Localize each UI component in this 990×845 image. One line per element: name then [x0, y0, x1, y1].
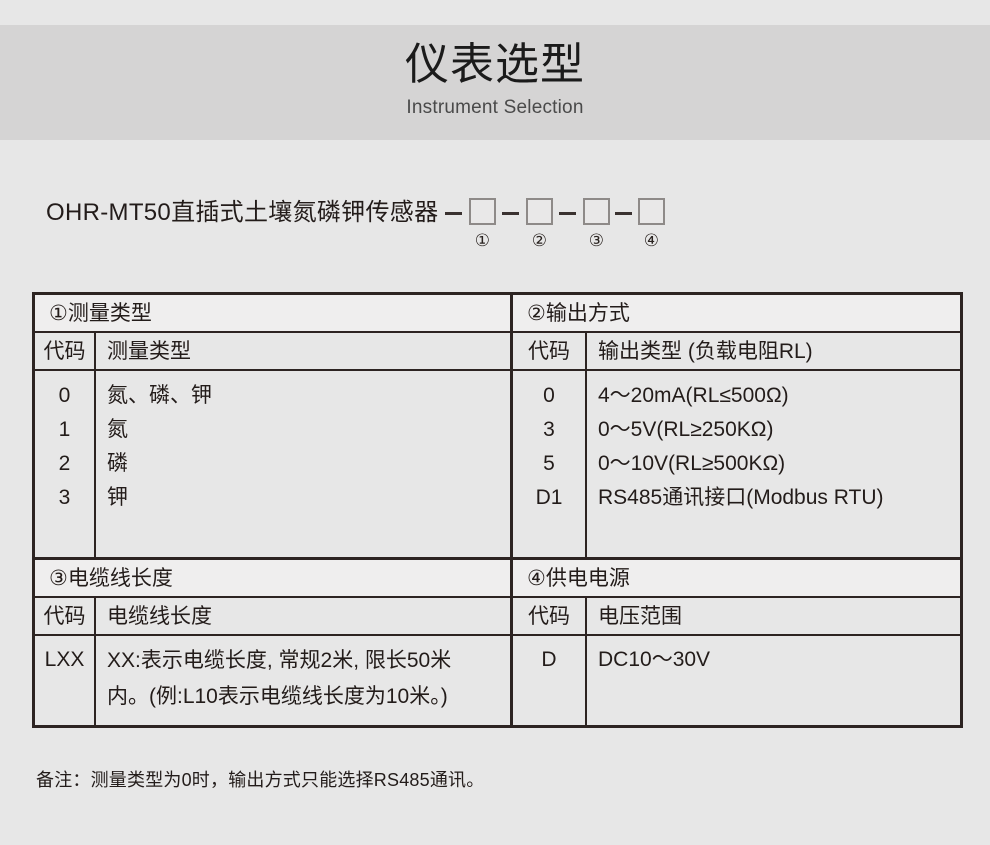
measure-type-desc-header: 测量类型 [96, 333, 510, 371]
instrument-selection-table: ①测量类型 代码 0 1 2 3 测量类型 氮、磷、钾 氮 [32, 292, 963, 728]
page-subtitle: Instrument Selection [406, 97, 584, 118]
section-power-supply: ④供电电源 代码 D 电压范围 DC10～30V [513, 560, 960, 728]
table-cell-line-2: 内。(例:L10表示电缆线长度为10米。) [107, 685, 448, 708]
section-power-supply-title: ④供电电源 [513, 560, 960, 598]
code-separator-dash-4 [615, 212, 633, 215]
table-cell: 0～10V(RL≥500KΩ) [598, 452, 786, 475]
table-cell: RS485通讯接口(Modbus RTU) [598, 486, 884, 509]
table-cell: 氮 [107, 418, 128, 441]
section-output-mode-title: ②输出方式 [513, 295, 960, 333]
table-cell: D [541, 648, 557, 671]
cable-length-desc-column: 电缆线长度 XX:表示电缆长度, 常规2米, 限长50米 内。(例:L10表示电… [96, 598, 510, 728]
measure-type-code-column: 代码 0 1 2 3 [35, 333, 96, 557]
output-mode-desc-column: 输出类型 (负载电阻RL) 4～20mA(RL≤500Ω) 0～5V(RL≥25… [587, 333, 960, 557]
output-mode-code-cells: 0 3 5 D1 [513, 371, 585, 515]
section-output-mode: ②输出方式 代码 0 3 5 D1 输出类型 (负载电阻RL) 4～20mA(R… [513, 295, 960, 557]
section-measure-type-title: ①测量类型 [35, 295, 510, 333]
table-cell: LXX [44, 648, 85, 671]
section-power-supply-body: 代码 D 电压范围 DC10～30V [513, 598, 960, 728]
code-slot-4-box[interactable] [637, 198, 665, 225]
table-cell: 0～5V(RL≥250KΩ) [598, 418, 774, 441]
cable-length-desc-cells: XX:表示电缆长度, 常规2米, 限长50米 内。(例:L10表示电缆线长度为1… [96, 636, 510, 715]
table-cell: 1 [58, 418, 71, 441]
code-slot-1-box[interactable] [468, 198, 496, 225]
code-slot-4-marker: ④ [643, 231, 659, 250]
cable-length-desc-header: 电缆线长度 [96, 598, 510, 636]
code-slot-4[interactable]: ④ [636, 198, 666, 250]
model-code-base: OHR-MT50直插式土壤氮磷钾传感器 [46, 199, 439, 226]
code-slot-2-marker: ② [531, 231, 547, 250]
output-mode-code-header: 代码 [513, 333, 585, 371]
footnote-remark: 备注：测量类型为0时，输出方式只能选择RS485通讯。 [36, 770, 485, 790]
section-measure-type-body: 代码 0 1 2 3 测量类型 氮、磷、钾 氮 磷 钾 [35, 333, 510, 557]
power-supply-code-column: 代码 D [513, 598, 587, 728]
code-slot-3-marker: ③ [588, 231, 604, 250]
cable-length-code-header: 代码 [35, 598, 94, 636]
power-supply-code-cells: D [513, 636, 585, 677]
section-cable-length-body: 代码 LXX 电缆线长度 XX:表示电缆长度, 常规2米, 限长50米 内。(例… [35, 598, 510, 728]
output-mode-desc-header: 输出类型 (负载电阻RL) [587, 333, 960, 371]
output-mode-desc-cells: 4～20mA(RL≤500Ω) 0～5V(RL≥250KΩ) 0～10V(RL≥… [587, 371, 960, 515]
table-cell: 钾 [107, 486, 128, 509]
measure-type-code-header: 代码 [35, 333, 94, 371]
table-cell: 氮、磷、钾 [107, 384, 212, 407]
model-code-builder: OHR-MT50直插式土壤氮磷钾传感器 ① ② ③ ④ [46, 198, 666, 250]
measure-type-code-cells: 0 1 2 3 [35, 371, 94, 515]
table-cell: 4～20mA(RL≤500Ω) [598, 384, 789, 407]
code-separator-dash-2 [502, 212, 520, 215]
section-cable-length-title: ③电缆线长度 [35, 560, 510, 598]
section-cable-length: ③电缆线长度 代码 LXX 电缆线长度 XX:表示电缆长度, 常规2米, 限长5… [35, 560, 513, 728]
power-supply-desc-header: 电压范围 [587, 598, 960, 636]
table-cell: 0 [543, 384, 555, 407]
power-supply-code-header: 代码 [513, 598, 585, 636]
table-cell: 0 [58, 384, 71, 407]
table-cell: 5 [543, 452, 555, 475]
page-title: 仪表选型 [405, 40, 585, 89]
output-mode-code-column: 代码 0 3 5 D1 [513, 333, 587, 557]
power-supply-desc-cells: DC10～30V [587, 636, 960, 677]
cable-length-code-cells: LXX [35, 636, 94, 677]
table-cell: 3 [58, 486, 71, 509]
selection-table-row-top: ①测量类型 代码 0 1 2 3 测量类型 氮、磷、钾 氮 [35, 295, 960, 557]
code-separator-dash-3 [559, 212, 577, 215]
table-cell: DC10～30V [598, 648, 711, 671]
code-separator-dash-1 [445, 212, 463, 215]
table-cell-line-1: XX:表示电缆长度, 常规2米, 限长50米 [107, 649, 452, 672]
code-slot-3[interactable]: ③ [581, 198, 611, 250]
measure-type-desc-cells: 氮、磷、钾 氮 磷 钾 [96, 371, 510, 515]
code-slot-3-box[interactable] [582, 198, 610, 225]
measure-type-desc-column: 测量类型 氮、磷、钾 氮 磷 钾 [96, 333, 510, 557]
power-supply-desc-column: 电压范围 DC10～30V [587, 598, 960, 728]
table-cell: 3 [543, 418, 555, 441]
table-cell: D1 [535, 486, 563, 509]
table-cell: 磷 [107, 452, 128, 475]
cable-length-code-column: 代码 LXX [35, 598, 96, 728]
code-slot-1-marker: ① [474, 231, 490, 250]
code-slot-2-box[interactable] [525, 198, 553, 225]
code-slot-1[interactable]: ① [467, 198, 497, 250]
table-cell: 2 [58, 452, 71, 475]
model-code-slots: ① ② ③ ④ [440, 198, 666, 250]
code-slot-2[interactable]: ② [524, 198, 554, 250]
section-output-mode-body: 代码 0 3 5 D1 输出类型 (负载电阻RL) 4～20mA(RL≤500Ω… [513, 333, 960, 557]
section-measure-type: ①测量类型 代码 0 1 2 3 测量类型 氮、磷、钾 氮 [35, 295, 513, 557]
page-header-banner: 仪表选型 Instrument Selection [0, 25, 990, 140]
selection-table-row-bottom: ③电缆线长度 代码 LXX 电缆线长度 XX:表示电缆长度, 常规2米, 限长5… [35, 557, 960, 728]
